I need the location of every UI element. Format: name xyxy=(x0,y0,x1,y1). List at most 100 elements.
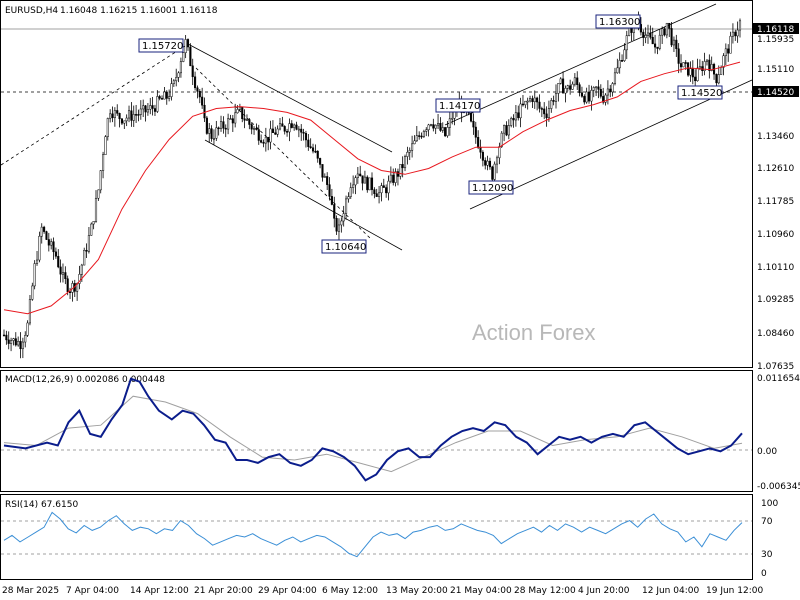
candle-body xyxy=(271,128,274,133)
annotation-box-6 xyxy=(677,85,723,100)
candle-body xyxy=(356,173,359,178)
candle-body xyxy=(205,117,208,134)
candle-body xyxy=(368,177,371,191)
price-candles xyxy=(2,11,742,359)
macd-signal-line xyxy=(3,395,743,473)
rsi-line xyxy=(3,511,743,558)
candle-body xyxy=(724,48,727,57)
candle-body xyxy=(521,103,525,106)
candle-body xyxy=(642,31,645,38)
candle-body xyxy=(288,123,291,133)
rsi-tick: 100 xyxy=(761,499,778,509)
candle-body xyxy=(533,97,536,103)
candle-body xyxy=(201,96,204,106)
candle-body xyxy=(158,96,161,99)
candle-body xyxy=(191,65,194,78)
candle-body xyxy=(415,135,418,142)
candle-body xyxy=(540,108,543,110)
price-tick: 1.12610 xyxy=(757,164,794,174)
candle-body xyxy=(493,163,496,180)
candle-body xyxy=(387,180,390,194)
candle-body xyxy=(345,198,348,214)
candle-body xyxy=(274,132,277,135)
candle-body xyxy=(97,189,100,199)
candle-body xyxy=(524,100,527,106)
candle-body xyxy=(609,88,612,93)
candle-body xyxy=(613,72,617,84)
candle-body xyxy=(248,119,251,125)
candle-body xyxy=(45,231,48,240)
candle-body xyxy=(330,196,333,205)
candle-body xyxy=(61,272,65,275)
candle-body xyxy=(269,128,272,143)
candle-body xyxy=(536,97,539,103)
candle-body xyxy=(432,124,435,129)
candle-body xyxy=(507,125,510,136)
candle-body xyxy=(484,160,487,166)
candle-body xyxy=(319,158,322,165)
symbol-timeframe: EURUSD,H4 xyxy=(5,6,58,16)
candle-body xyxy=(698,66,701,69)
candle-body xyxy=(715,73,718,84)
candle-body xyxy=(130,110,133,121)
candle-body xyxy=(675,39,678,50)
candle-body xyxy=(385,187,388,194)
candle-body xyxy=(623,49,626,61)
candle-body xyxy=(7,339,10,344)
candle-body xyxy=(10,340,13,344)
candle-body xyxy=(403,156,407,169)
candle-body xyxy=(580,92,583,97)
candle-body xyxy=(644,35,647,38)
moving-average-line xyxy=(3,61,741,315)
candle-body xyxy=(179,61,182,74)
candle-body xyxy=(564,88,567,94)
candle-body xyxy=(92,221,95,225)
candle-body xyxy=(382,185,385,188)
candle-body xyxy=(196,87,199,92)
candle-body xyxy=(446,127,449,137)
candle-body xyxy=(708,59,711,71)
candle-body xyxy=(28,299,31,324)
candle-body xyxy=(606,88,609,96)
level-price-tag xyxy=(753,86,799,97)
candle-body xyxy=(33,263,36,287)
candle-body xyxy=(668,22,671,29)
candle-body xyxy=(406,151,409,157)
current-price-tag xyxy=(753,23,799,34)
candle-body xyxy=(590,90,593,102)
price-axis: 1.16118 1.15935 1.15110 1.14520 1.13460 … xyxy=(753,23,799,372)
candle-body xyxy=(604,94,607,103)
candle-body xyxy=(257,129,260,141)
candle-body xyxy=(472,120,475,128)
candle-body xyxy=(571,83,574,90)
candle-body xyxy=(738,20,742,31)
candle-body xyxy=(375,193,378,197)
candle-body xyxy=(411,143,414,151)
price-tick: 1.10110 xyxy=(757,263,794,273)
candle-body xyxy=(370,177,374,190)
macd-panel-frame xyxy=(0,370,753,492)
time-tick: 7 Apr 04:00 xyxy=(66,586,119,596)
candle-body xyxy=(621,60,624,62)
candle-body xyxy=(505,125,508,136)
candle-body xyxy=(550,100,553,109)
candle-body xyxy=(64,272,67,279)
candle-body xyxy=(106,118,109,137)
candle-body xyxy=(519,103,522,119)
candle-body xyxy=(253,127,256,130)
candle-body xyxy=(182,52,185,62)
candle-body xyxy=(557,83,560,94)
price-tick: 1.11785 xyxy=(757,197,794,207)
candle-body xyxy=(444,127,447,137)
down-channel-mid-dashed xyxy=(195,67,373,241)
candle-body xyxy=(705,59,709,62)
candle-body xyxy=(611,83,614,93)
candle-body xyxy=(135,114,138,116)
candle-body xyxy=(359,173,362,176)
candle-body xyxy=(255,127,258,130)
candle-body xyxy=(498,146,501,159)
time-tick: 19 Jun 12:00 xyxy=(706,586,763,596)
macd-tick: 0.00 xyxy=(757,447,777,457)
candle-body xyxy=(198,91,201,98)
